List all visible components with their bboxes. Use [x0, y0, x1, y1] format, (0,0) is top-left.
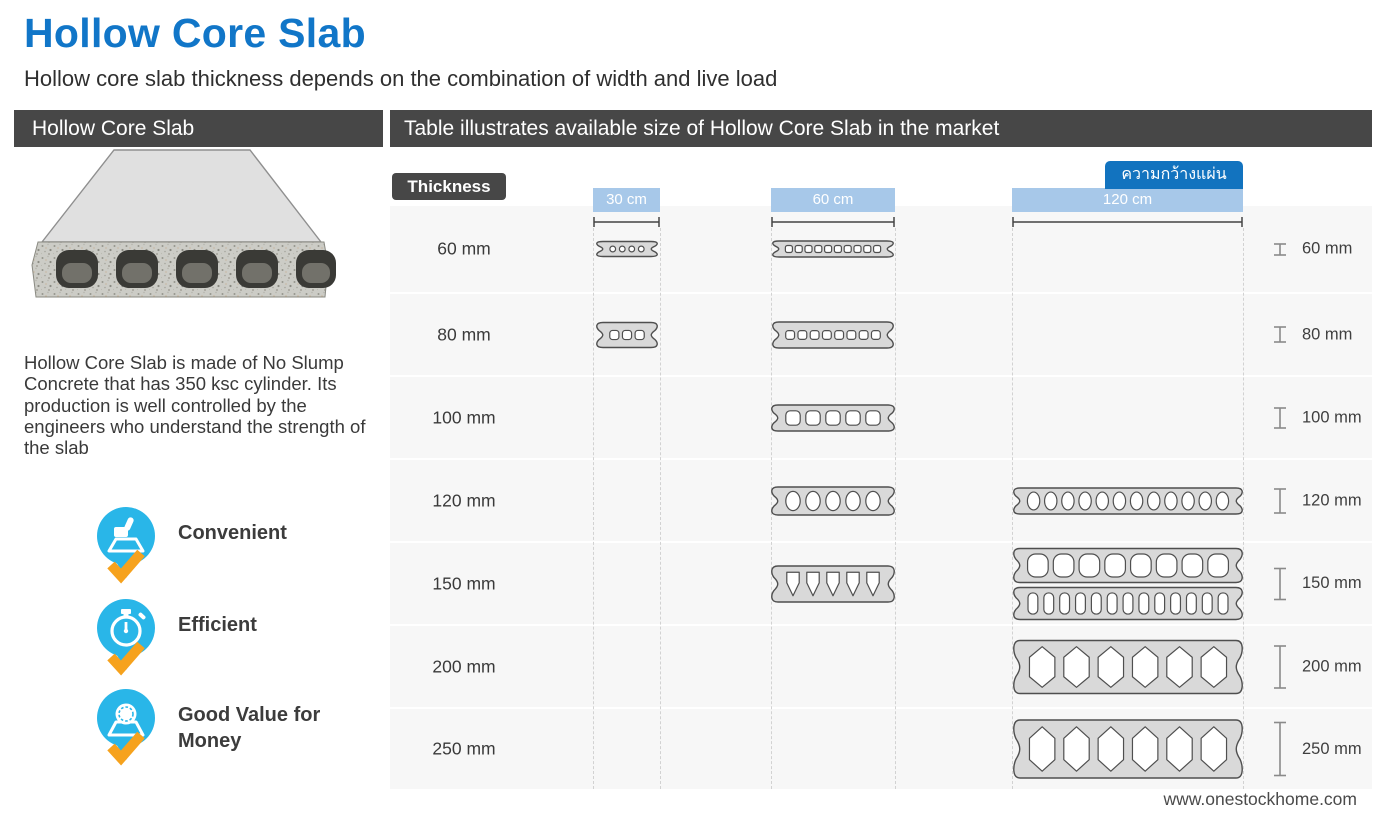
row-thickness-label: 250 mm: [432, 738, 496, 759]
column-guide-line: [660, 228, 661, 789]
table-row-80mm: 80 mm 80 mm: [390, 294, 1372, 375]
width-dimension-line-120cm: [1012, 215, 1243, 227]
slab-cell-80mm-30cm: [594, 321, 660, 348]
slab-cross-section: [771, 403, 895, 432]
height-dimension-marker: [1274, 326, 1286, 343]
slab-cross-section: [1012, 719, 1243, 779]
height-dimension: 120 mm: [1272, 487, 1362, 514]
page-title: Hollow Core Slab: [24, 10, 366, 56]
feature-label: Efficient: [178, 614, 257, 636]
column-header-60cm: 60 cm: [771, 188, 895, 212]
dimension-label: 120 mm: [1302, 491, 1362, 509]
height-dimension: 80 mm: [1272, 325, 1352, 344]
left-panel-header: Hollow Core Slab: [14, 110, 383, 147]
slab-cross-section: [772, 320, 894, 349]
slab-description: Hollow Core Slab is made of No Slump Con…: [24, 352, 366, 459]
column-guide-line: [895, 228, 896, 789]
column-guide-line: [1012, 228, 1013, 789]
slab-cell-80mm-60cm: [770, 320, 896, 349]
row-thickness-label: 80 mm: [437, 324, 491, 344]
table-row-250mm: 250 mm 250 mm: [390, 709, 1372, 789]
slab-cell-150mm-60cm: [769, 564, 897, 603]
height-dimension-marker: [1274, 242, 1286, 256]
table-row-60mm: 60 mm 60 mm: [390, 206, 1372, 292]
row-thickness-label: 120 mm: [432, 490, 496, 510]
slab-cross-section: [771, 564, 895, 603]
dimension-label: 100 mm: [1302, 408, 1362, 426]
table-panel-header: Table illustrates available size of Holl…: [390, 110, 1372, 147]
feature-efficient: Efficient: [94, 598, 404, 687]
page-subtitle: Hollow core slab thickness depends on th…: [24, 66, 778, 91]
dimension-label: 150 mm: [1302, 574, 1362, 592]
slab-cell-150mm-120cm: [1011, 547, 1245, 620]
slab-cell-120mm-60cm: [769, 485, 897, 516]
height-dimension: 60 mm: [1272, 240, 1352, 259]
slab-cell-100mm-60cm: [769, 403, 897, 432]
table-row-150mm: 150 mm 150 mm: [390, 543, 1372, 624]
dimension-label: 60 mm: [1302, 239, 1353, 258]
height-dimension: 200 mm: [1272, 644, 1362, 689]
row-thickness-label: 60 mm: [437, 238, 491, 259]
feature-good-value-for-money: Good Value for Money: [94, 688, 404, 777]
row-thickness-label: 150 mm: [432, 573, 496, 593]
height-dimension-marker: [1274, 567, 1286, 600]
column-header-30cm: 30 cm: [593, 188, 660, 212]
feature-label: Convenient: [178, 522, 287, 544]
slab-cross-section: [1012, 639, 1243, 694]
slab-cross-section: [1012, 547, 1243, 583]
width-dimension-line-30cm: [593, 215, 660, 227]
height-dimension: 250 mm: [1272, 721, 1362, 777]
thickness-badge: Thickness: [392, 173, 506, 200]
width-badge-thai: ความกว้างแผ่น: [1105, 161, 1243, 189]
slab-cross-section: [1012, 586, 1243, 620]
row-thickness-label: 200 mm: [432, 656, 496, 676]
website-url: www.onestockhome.com: [1163, 789, 1357, 809]
column-header-120cm: 120 cm: [1012, 188, 1243, 212]
slab-cross-section: [1012, 486, 1243, 515]
dimension-label: 200 mm: [1302, 657, 1362, 675]
hollow-core-slab-photo: [31, 149, 336, 298]
slab-top-surface: [40, 149, 323, 243]
slab-cross-section: [771, 485, 895, 516]
table-row-100mm: 100 mm 100 mm: [390, 377, 1372, 458]
slab-cell-250mm-120cm: [1011, 719, 1245, 779]
table-row-120mm: 120 mm 120 mm: [390, 460, 1372, 541]
slab-cell-60mm-30cm: [594, 240, 660, 258]
height-dimension-marker: [1274, 406, 1286, 429]
column-guide-line: [1243, 228, 1244, 789]
table-row-200mm: 200 mm 200 mm: [390, 626, 1372, 707]
slab-cross-section: [595, 321, 658, 348]
row-thickness-label: 100 mm: [432, 407, 496, 427]
column-guide-line: [593, 228, 594, 789]
height-dimension-marker: [1274, 644, 1286, 689]
dimension-label: 250 mm: [1302, 739, 1362, 758]
slab-cross-section: [772, 240, 894, 258]
height-dimension-marker: [1274, 721, 1286, 777]
slab-coin-icon: [94, 688, 158, 777]
slab-cross-section: [595, 240, 658, 258]
slab-cell-60mm-60cm: [770, 240, 896, 258]
slab-cell-120mm-120cm: [1011, 486, 1245, 515]
stopwatch-icon: [94, 598, 158, 687]
slab-thumbs-up-icon: [94, 506, 158, 595]
height-dimension: 100 mm: [1272, 406, 1362, 429]
feature-label: Good Value for Money: [178, 704, 321, 752]
feature-convenient: Convenient: [94, 506, 404, 595]
height-dimension: 150 mm: [1272, 567, 1362, 601]
dimension-label: 80 mm: [1302, 325, 1353, 343]
slab-cell-200mm-120cm: [1011, 639, 1245, 694]
width-dimension-line-60cm: [771, 215, 895, 227]
height-dimension-marker: [1274, 487, 1286, 514]
